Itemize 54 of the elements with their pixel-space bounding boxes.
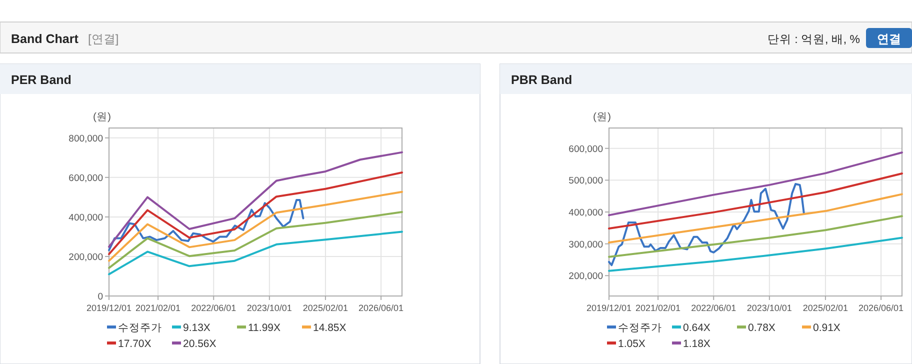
legend-label: 14.85X [313,322,346,334]
legend-label: 9.13X [183,322,210,334]
x-tick-label: 2025/02/01 [302,303,348,313]
x-tick-label: 2026/06/01 [358,303,404,313]
y-tick-label: 400,000 [68,212,103,224]
y-tick-label: 800,000 [68,133,103,144]
legend-label: 1.18X [683,338,710,350]
x-tick-label: 2021/02/01 [136,303,181,313]
x-tick-label: 2026/06/01 [858,303,904,313]
line-series [608,172,903,230]
legend-label: 0.78X [748,322,776,334]
y-tick-label: 400,000 [568,208,603,218]
y-tick-label: 200,000 [68,252,103,263]
line-series [608,183,805,266]
x-tick-label: 2023/10/01 [746,303,792,313]
legend-label: 17.70X [118,338,152,350]
line-series [108,211,403,269]
legend-label: 11.99X [248,322,280,334]
line-series [108,198,304,252]
y-tick-label: 0 [98,292,103,302]
x-tick-label: 2019/12/01 [586,303,632,313]
text: [연결] [88,32,119,46]
y-axis-title: (원) [93,111,111,123]
legend-label: 1.05X [618,338,646,350]
y-tick-label: 600,000 [568,144,603,155]
y-tick-label: 200,000 [568,271,603,282]
chart-title: PBR Band [511,73,572,87]
x-tick-label: 2022/06/01 [191,303,236,313]
line-series [608,236,903,272]
legend-label: 수정주가 [118,322,162,334]
x-tick-label: 2019/12/01 [86,303,132,313]
line-series [608,193,903,244]
y-axis-title: (원) [593,111,611,123]
y-tick-label: 600,000 [68,172,103,184]
legend-label: 0.64X [683,322,710,334]
legend-label: 0.91X [813,322,840,334]
line-series [608,215,903,258]
y-tick-label: 500,000 [568,176,603,187]
x-tick-label: 2022/06/01 [691,303,736,313]
legend-label: 20.56X [183,338,216,350]
legend-label: 수정주가 [618,322,662,334]
x-tick-label: 2021/02/01 [636,303,681,313]
line-series [108,171,403,256]
line-series [108,230,403,276]
line-series [108,190,403,262]
x-tick-label: 2025/02/01 [802,303,848,313]
text: Band Chart [11,32,80,46]
text: 연결 [877,32,901,46]
x-tick-label: 2023/10/01 [246,303,292,313]
line-series [608,152,903,216]
text: 단위 : 억원, 배, % [767,34,860,46]
chart-title: PER Band [11,73,72,87]
y-tick-label: 300,000 [568,239,603,250]
line-series [108,151,403,248]
